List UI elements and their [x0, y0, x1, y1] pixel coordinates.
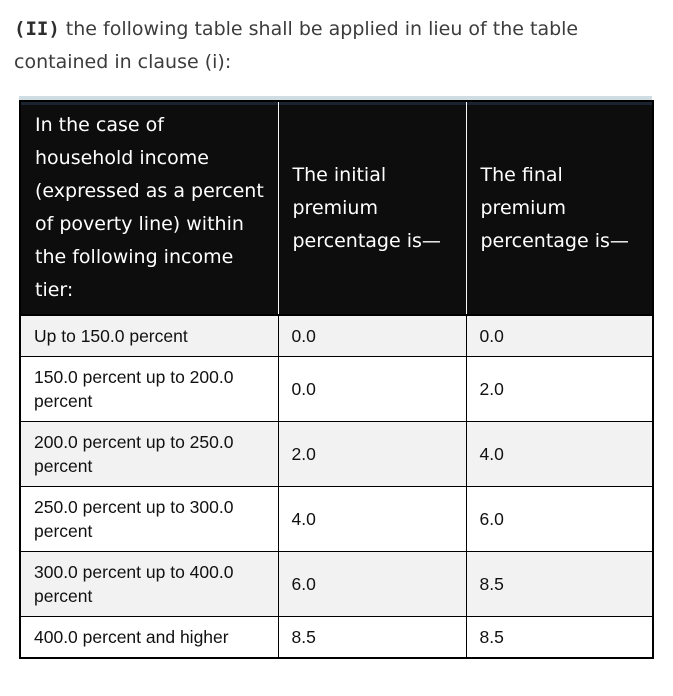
- income-tier-cell: Up to 150.0 percent: [19, 314, 279, 357]
- initial-premium-cell: 4.0: [277, 486, 467, 552]
- table-row: 200.0 percent up to 250.0 percent 2.0 4.0: [19, 421, 654, 487]
- income-tier-cell: 200.0 percent up to 250.0 percent: [19, 421, 279, 487]
- initial-premium-cell: 0.0: [277, 314, 467, 357]
- final-premium-cell: 8.5: [465, 616, 654, 659]
- table-header: In the case of household income (express…: [20, 101, 653, 316]
- header-final-premium: The final premium percentage is—: [465, 101, 653, 316]
- header-income-tier: In the case of household income (express…: [20, 101, 278, 316]
- premium-table-container: In the case of household income (express…: [19, 96, 654, 659]
- initial-premium-cell: 0.0: [277, 356, 467, 422]
- table-row: 150.0 percent up to 200.0 percent 0.0 2.0: [19, 356, 654, 422]
- income-tier-cell: 400.0 percent and higher: [19, 616, 279, 659]
- clause-intro-paragraph: (II) the following table shall be applie…: [14, 13, 659, 79]
- initial-premium-cell: 2.0: [277, 421, 467, 487]
- table-body: Up to 150.0 percent 0.0 0.0 150.0 percent u…: [19, 314, 654, 659]
- clause-designator: (II): [14, 18, 60, 40]
- income-tier-cell: 300.0 percent up to 400.0 percent: [19, 551, 279, 617]
- clause-intro-text: the following table shall be applied in …: [14, 18, 579, 73]
- premium-percentage-table: In the case of household income (express…: [19, 100, 654, 659]
- final-premium-cell: 8.5: [465, 551, 654, 617]
- income-tier-cell: 250.0 percent up to 300.0 percent: [19, 486, 279, 552]
- final-premium-cell: 2.0: [465, 356, 654, 422]
- table-row: 250.0 percent up to 300.0 percent 4.0 6.0: [19, 486, 654, 552]
- table-header-row: In the case of household income (express…: [20, 101, 653, 316]
- table-row: 300.0 percent up to 400.0 percent 6.0 8.5: [19, 551, 654, 617]
- final-premium-cell: 6.0: [465, 486, 654, 552]
- final-premium-cell: 0.0: [465, 314, 654, 357]
- table-row: 400.0 percent and higher 8.5 8.5: [19, 616, 654, 659]
- final-premium-cell: 4.0: [465, 421, 654, 487]
- header-initial-premium: The initial premium percentage is—: [277, 101, 466, 316]
- initial-premium-cell: 8.5: [277, 616, 467, 659]
- income-tier-cell: 150.0 percent up to 200.0 percent: [19, 356, 279, 422]
- initial-premium-cell: 6.0: [277, 551, 467, 617]
- table-row: Up to 150.0 percent 0.0 0.0: [19, 314, 654, 357]
